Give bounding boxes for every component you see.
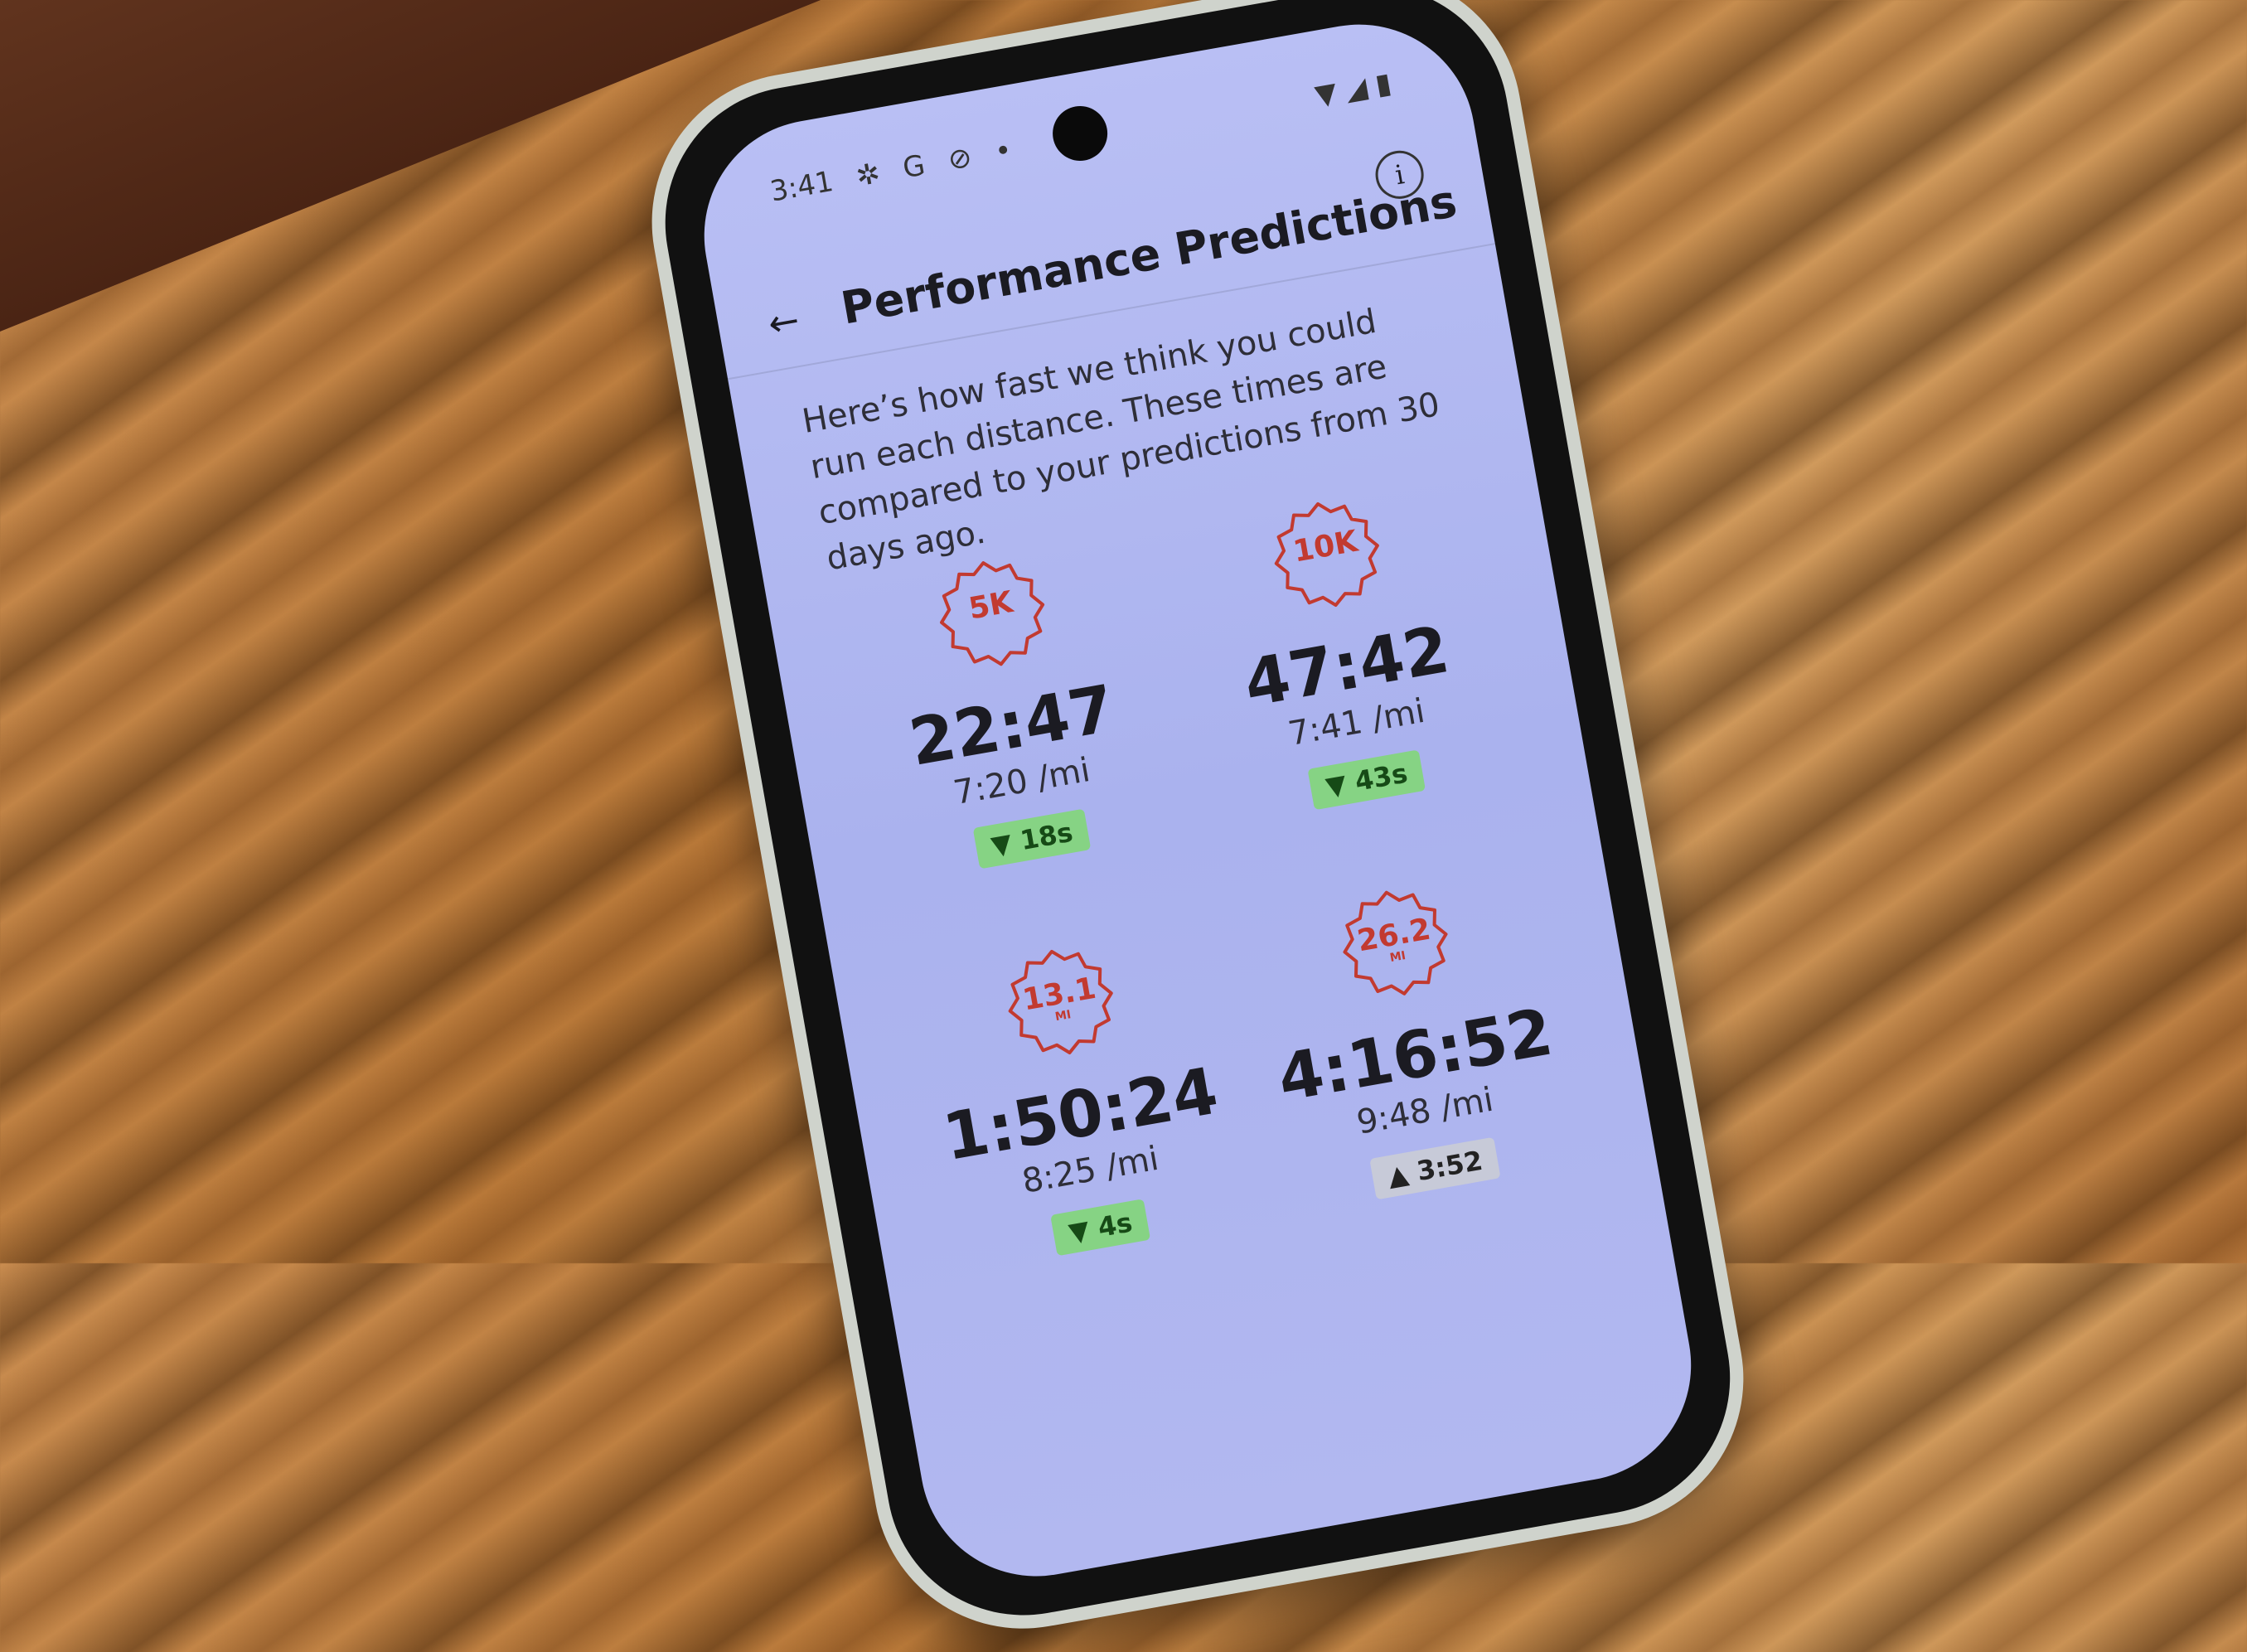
- change-badge: ▼ 43s: [1307, 749, 1426, 811]
- signal-icon: ◢: [1342, 70, 1370, 108]
- phone-bezel: 3:41 ✲ G ⊘ • ▼ ◢ ▮ ← Performance Predict…: [643, 0, 1752, 1637]
- blocked-icon: ⊘: [945, 140, 975, 177]
- phone-screen: 3:41 ✲ G ⊘ • ▼ ◢ ▮ ← Performance Predict…: [685, 6, 1710, 1595]
- prediction-card[interactable]: 10K 47:42 7:41 /mi ▼ 43s: [1150, 472, 1538, 830]
- change-value: 43s: [1352, 757, 1410, 797]
- badge-seal-icon: [940, 561, 1045, 666]
- distance-badge: 26.2 MI: [1333, 880, 1458, 1005]
- google-icon: G: [900, 148, 928, 186]
- wifi-icon: ▼: [1312, 75, 1340, 113]
- predictions-grid: 5K 22:47 7:20 /mi ▼ 18s 10K 47:42 7:41 /…: [816, 472, 1606, 1277]
- change-value: 4s: [1095, 1206, 1135, 1243]
- change-badge: ▼ 4s: [1050, 1199, 1150, 1257]
- badge-seal-icon: [1343, 890, 1448, 996]
- gear-icon: ✲: [853, 156, 883, 194]
- change-value: 3:52: [1414, 1144, 1485, 1188]
- prediction-card[interactable]: 26.2 MI 4:16:52 9:48 /mi ▲ 3:52: [1218, 860, 1605, 1218]
- dot-icon: •: [992, 133, 1015, 169]
- arrow-left-icon[interactable]: ←: [765, 298, 803, 346]
- triangle-down-icon: ▼: [1323, 768, 1349, 803]
- change-value: 18s: [1017, 816, 1076, 857]
- triangle-down-icon: ▼: [1066, 1214, 1092, 1249]
- distance-badge: 13.1 MI: [998, 940, 1123, 1065]
- prediction-card[interactable]: 13.1 MI 1:50:24 8:25 /mi ▼ 4s: [884, 919, 1271, 1277]
- status-time: 3:41: [768, 164, 836, 209]
- phone: 3:41 ✲ G ⊘ • ▼ ◢ ▮ ← Performance Predict…: [628, 0, 1767, 1652]
- distance-badge: 10K: [1265, 492, 1390, 618]
- badge-seal-icon: [1008, 949, 1113, 1055]
- triangle-up-icon: ▲: [1385, 1157, 1412, 1193]
- distance-badge: 5K: [930, 551, 1055, 676]
- triangle-down-icon: ▼: [988, 826, 1015, 862]
- change-badge: ▲ 3:52: [1369, 1136, 1501, 1200]
- badge-seal-icon: [1274, 501, 1379, 608]
- prediction-card[interactable]: 5K 22:47 7:20 /mi ▼ 18s: [816, 531, 1203, 889]
- battery-icon: ▮: [1373, 66, 1394, 102]
- change-badge: ▼ 18s: [973, 808, 1091, 870]
